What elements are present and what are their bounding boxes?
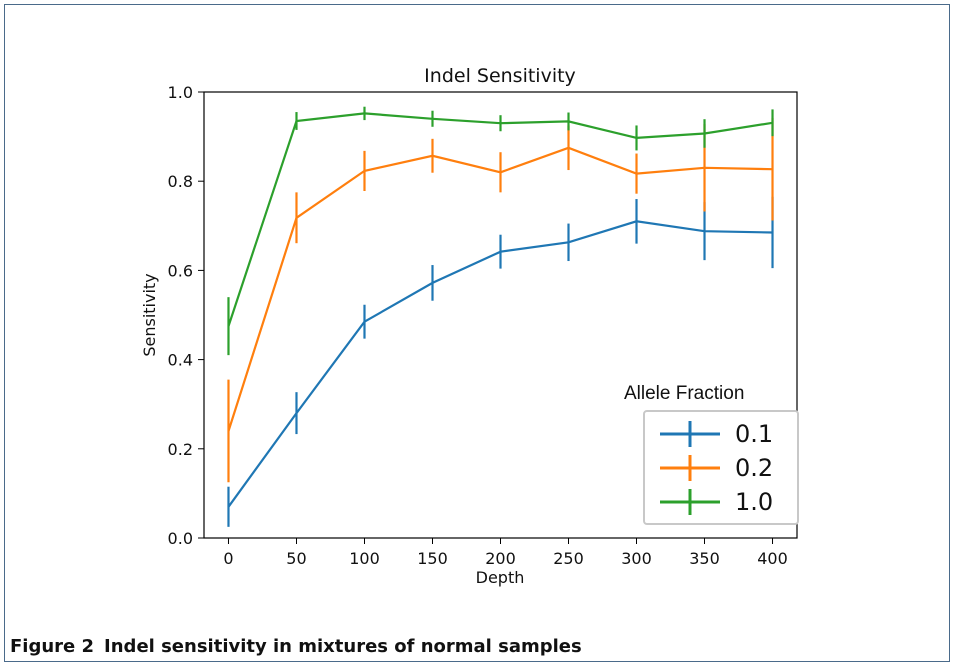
figure-frame bbox=[4, 4, 950, 662]
y-axis-label: Sensitivity bbox=[140, 273, 159, 356]
legend-title: Allele Fraction bbox=[624, 383, 745, 404]
series-layer bbox=[227, 106, 774, 527]
x-tick-label: 300 bbox=[621, 549, 652, 568]
legend-label: 0.1 bbox=[735, 420, 774, 448]
x-tick-label: 0 bbox=[223, 549, 233, 568]
legend: 0.1 0.2 1.0 bbox=[643, 410, 799, 525]
figure-label: Figure 2 bbox=[10, 636, 95, 657]
y-tick-label: 0.4 bbox=[168, 351, 193, 370]
y-tick-label: 0.2 bbox=[168, 440, 193, 459]
x-tick-label: 100 bbox=[349, 549, 380, 568]
legend-item-0.2: 0.2 bbox=[655, 453, 795, 483]
series-0.1 bbox=[227, 196, 774, 527]
x-tick-label: 150 bbox=[417, 549, 448, 568]
series-1.0 bbox=[227, 106, 774, 356]
series-line bbox=[227, 112, 773, 327]
legend-label: 1.0 bbox=[735, 488, 774, 516]
legend-label: 0.2 bbox=[735, 454, 774, 482]
x-tick-label: 50 bbox=[286, 549, 306, 568]
y-tick-label: 0.6 bbox=[168, 261, 193, 280]
y-tick-label: 1.0 bbox=[168, 83, 193, 102]
legend-marker bbox=[660, 455, 720, 481]
x-tick-label: 250 bbox=[553, 549, 584, 568]
legend-marker bbox=[660, 421, 720, 447]
chart-title: Indel Sensitivity bbox=[424, 65, 576, 87]
x-tick-label: 350 bbox=[689, 549, 720, 568]
y-tick-label: 0.0 bbox=[168, 529, 193, 548]
axes-layer: 0 50 100 150 200 250 300 350 400 0.0 0.2 0.4 0.6 0.8 1… bbox=[168, 83, 798, 568]
figure-caption: Figure 2 Indel sensitivity in mixtures of… bbox=[10, 636, 582, 657]
figure-caption-text: Indel sensitivity in mixtures of normal … bbox=[104, 636, 582, 657]
x-tick-label: 400 bbox=[757, 549, 788, 568]
y-tick-label: 0.8 bbox=[168, 172, 193, 191]
legend-marker bbox=[660, 489, 720, 515]
legend-item-0.1: 0.1 bbox=[655, 419, 795, 449]
legend-item-1.0: 1.0 bbox=[655, 487, 795, 517]
x-axis-label: Depth bbox=[476, 568, 525, 587]
x-tick-label: 200 bbox=[485, 549, 516, 568]
